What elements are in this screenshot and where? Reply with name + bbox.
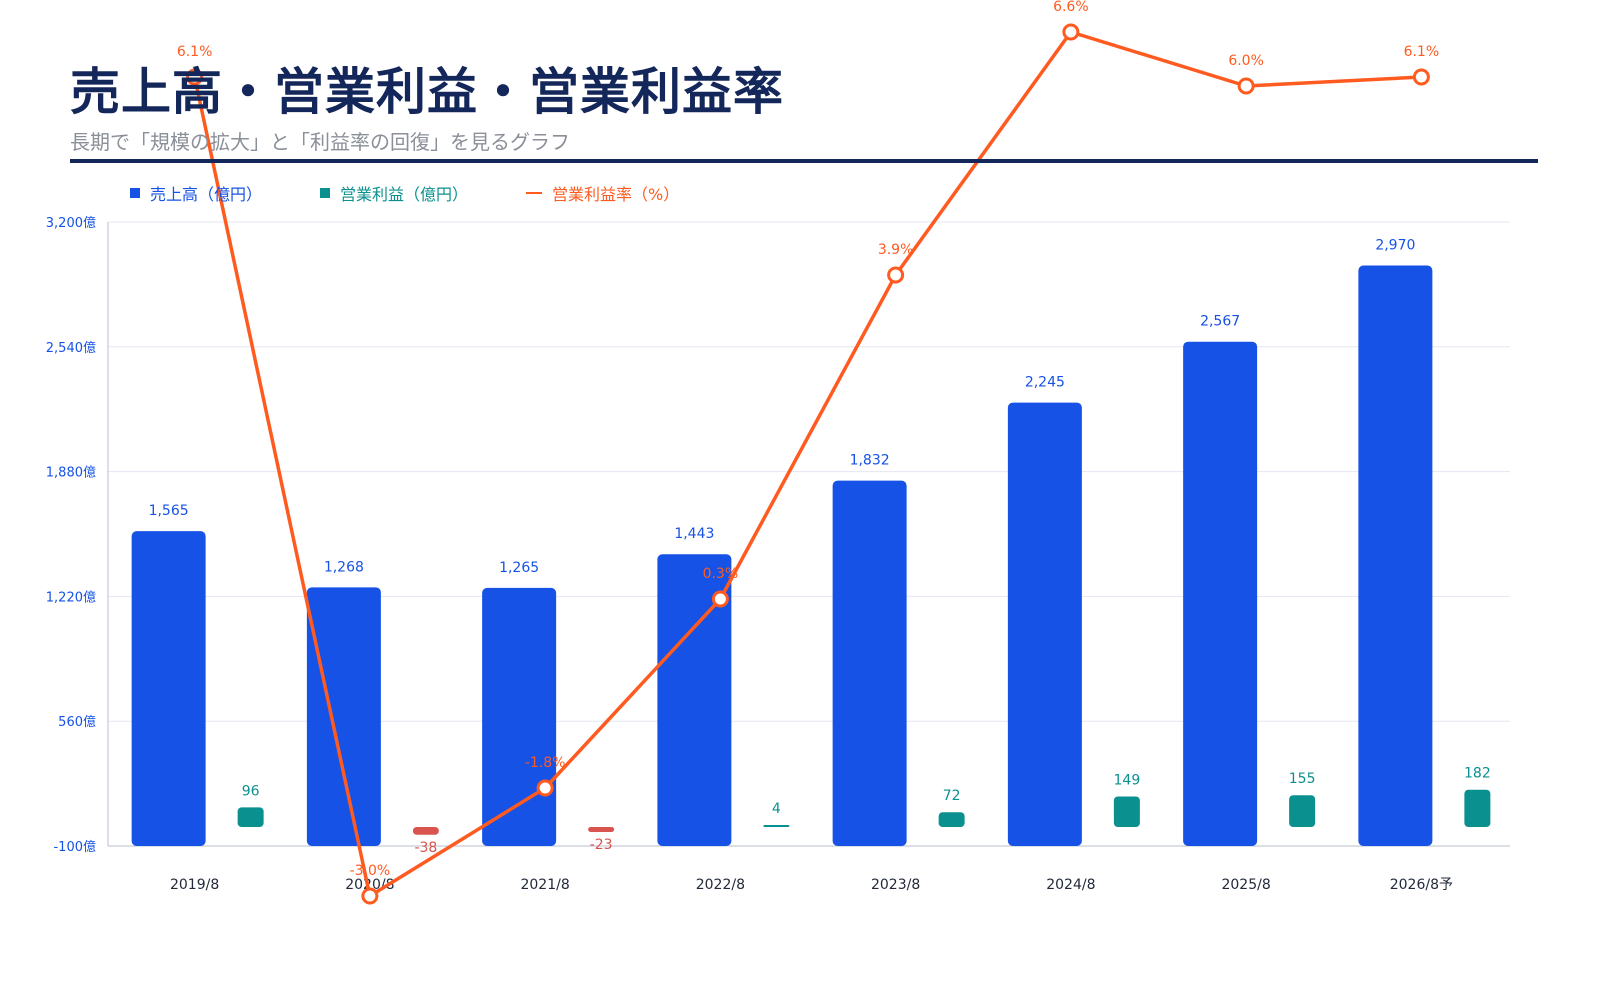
sales-bar: [1007, 402, 1082, 846]
operating-profit-label: 155: [1289, 771, 1316, 787]
margin-point: [536, 779, 554, 797]
margin-label: 3.9%: [878, 242, 914, 258]
x-tick-label: 2024/8: [1046, 877, 1095, 893]
x-tick-label: 2026/8予: [1390, 877, 1453, 893]
margin-label: 6.1%: [1404, 44, 1440, 60]
margin-point: [711, 590, 729, 608]
operating-profit-bar: [938, 812, 965, 827]
sales-bar: [131, 531, 206, 846]
legend-swatch-operating-profit: [320, 188, 331, 198]
x-tick-label: 2022/8: [696, 877, 745, 893]
sales-bar-label: 1,565: [149, 503, 189, 519]
x-tick-label: 2019/8: [170, 877, 219, 893]
margin-point: [1062, 23, 1080, 41]
operating-profit-label: -23: [590, 837, 613, 853]
legend-label-margin: 営業利益率（%）: [552, 185, 680, 204]
legend-item-operating-profit: 営業利益（億円）: [320, 181, 468, 205]
margin-label: -3.0%: [350, 863, 391, 879]
sales-bar-label: 1,832: [850, 453, 890, 469]
legend-swatch-sales: [130, 188, 140, 198]
page-title: 売上高・営業利益・営業利益率: [70, 63, 784, 121]
margin-label: 6.1%: [177, 44, 213, 60]
y-tick-label: 1,220億: [46, 589, 96, 605]
margin-point: [1412, 68, 1430, 86]
margin-point: [887, 266, 905, 284]
margin-label: 6.0%: [1228, 53, 1264, 69]
legend-label-sales: 売上高（億円）: [150, 185, 263, 204]
sales-bar-label: 2,970: [1375, 237, 1415, 253]
sales-bar-label: 1,265: [499, 560, 539, 576]
margin-line: [192, 30, 1422, 898]
margin-label: 0.3%: [703, 566, 739, 582]
legend-item-sales: 売上高（億円）: [130, 181, 262, 205]
sales-bar: [1183, 341, 1258, 846]
margin-label: -1.8%: [525, 755, 566, 771]
operating-profit-label: 149: [1114, 772, 1141, 788]
operating-profit-bar: [237, 807, 264, 827]
sales-bar: [482, 587, 557, 846]
legend-swatch-margin: [526, 192, 543, 194]
sales-bar-label: 1,443: [674, 526, 714, 542]
sales-bar: [657, 554, 732, 846]
margin-point: [186, 68, 204, 86]
sales-bar-label: 1,268: [324, 559, 364, 575]
margin-point: [1237, 77, 1255, 95]
sales-bar-label: 2,245: [1025, 375, 1065, 391]
margin-label: 6.6%: [1053, 0, 1089, 15]
x-tick-label: 2021/8: [520, 877, 569, 893]
y-tick-label: 3,200億: [46, 215, 96, 231]
x-tick-label: 2025/8: [1221, 877, 1270, 893]
sales-bar-label: 2,567: [1200, 314, 1240, 330]
y-tick-label: 560億: [58, 714, 96, 730]
operating-profit-bar: [763, 825, 790, 827]
operating-profit-bar: [588, 827, 615, 832]
sales-bar: [1358, 265, 1433, 846]
y-tick-label: 2,540億: [46, 340, 96, 356]
operating-profit-label: -38: [414, 840, 437, 856]
legend-label-operating-profit: 営業利益（億円）: [340, 185, 469, 204]
y-tick-label: -100億: [53, 839, 96, 855]
sales-bar: [306, 587, 381, 846]
operating-profit-bar: [1464, 789, 1491, 827]
y-tick-label: 1,880億: [46, 465, 96, 481]
page-subtitle: 長期で「規模の拡大」と「利益率の回復」を見るグラフ: [70, 130, 570, 154]
operating-profit-label: 96: [242, 783, 260, 799]
operating-profit-label: 72: [943, 788, 961, 804]
sales-bar: [832, 480, 907, 846]
operating-profit-label: 182: [1464, 766, 1491, 782]
legend-item-margin: 営業利益率（%）: [526, 181, 679, 205]
operating-profit-bar: [412, 827, 439, 835]
operating-profit-bar: [1113, 796, 1140, 827]
title-divider: [70, 159, 1538, 163]
operating-profit-bar: [1289, 795, 1316, 827]
operating-profit-label: 4: [772, 801, 781, 817]
margin-point: [361, 887, 379, 905]
chart-legend: 売上高（億円） 営業利益（億円） 営業利益率（%）: [130, 181, 737, 205]
x-tick-label: 2023/8: [871, 877, 920, 893]
